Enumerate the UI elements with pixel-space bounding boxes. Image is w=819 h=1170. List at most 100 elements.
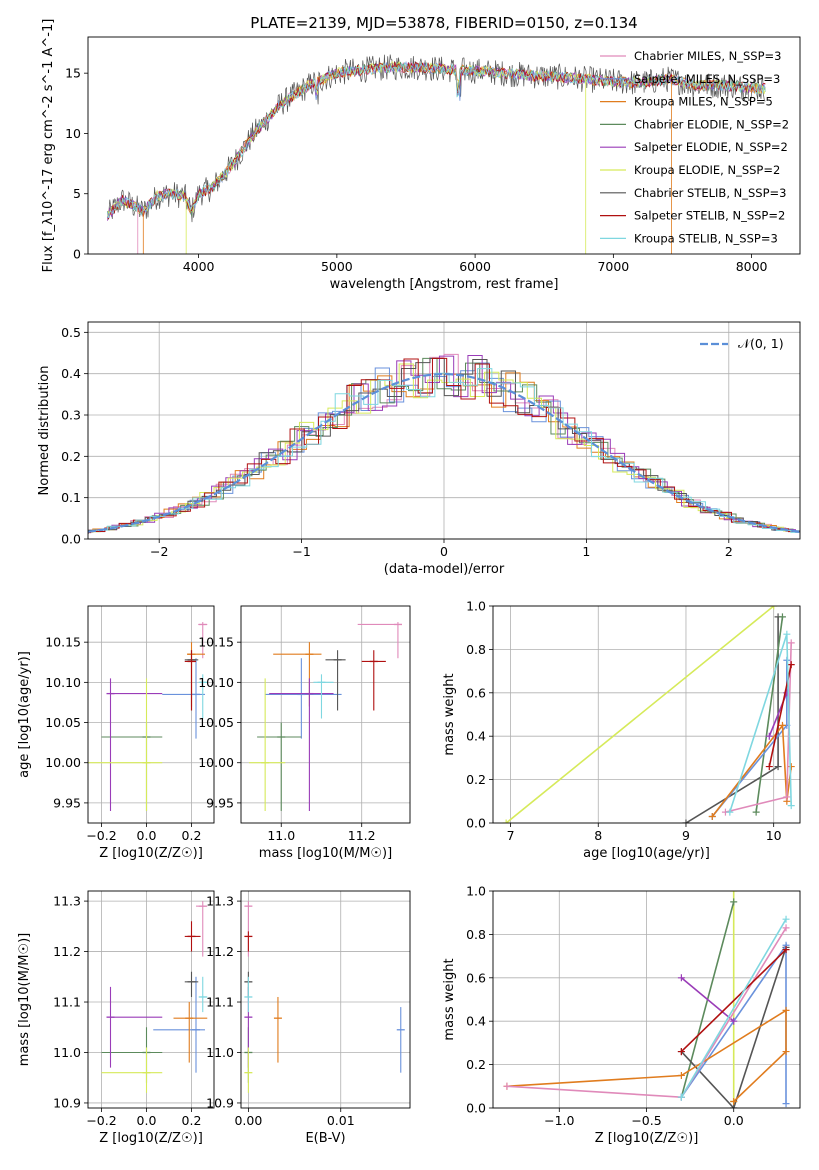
- plus-marker: [782, 946, 790, 954]
- errorbar-point-kroupa_elodie: [244, 1047, 253, 1093]
- y-axis-label: age [log10(age/yr)]: [17, 651, 32, 778]
- x-tick-label: 9: [682, 828, 690, 843]
- plus-marker: [783, 630, 791, 638]
- y-tick-label: 0.6: [466, 970, 486, 985]
- axes-frame: [87, 36, 801, 255]
- errorbar-point-salpeter_elodie: [106, 986, 163, 1068]
- normal-curve: [88, 372, 800, 533]
- y-tick-label: 10.10: [45, 675, 81, 690]
- plus-marker: [774, 763, 782, 771]
- x-tick-label: 8000: [736, 259, 768, 274]
- y-tick-label: 11.1: [53, 995, 81, 1010]
- errorbar-point-salpeter_stelib: [184, 921, 201, 952]
- y-tick-label: 10.05: [198, 715, 234, 730]
- y-tick-label: 11.0: [206, 1045, 234, 1060]
- x-tick-label: −2: [150, 544, 168, 559]
- plus-marker: [782, 1048, 790, 1056]
- axes-frame: [87, 890, 215, 1109]
- x-tick-label: 0: [440, 544, 448, 559]
- panel-5: 7 8 9 10 0.0 0.2 0.4 0.6 0.8 1.0 age [log10(age/yr…: [442, 599, 801, 861]
- plus-marker: [787, 639, 795, 647]
- weight-line-kroupa_elodie: [505, 606, 775, 823]
- y-axis-label: mass [log10(M/M☉)]: [17, 933, 32, 1066]
- errorbar-point-chabrier_miles: [198, 622, 208, 659]
- axes-frame: [240, 605, 411, 824]
- errorbar-point-chabrier_stelib: [184, 971, 199, 997]
- plus-marker: [502, 819, 510, 823]
- legend-label: Kroupa STELIB, N_SSP=3: [634, 231, 778, 245]
- x-axis-label: age [log10(age/yr)]: [583, 846, 710, 861]
- plot-area: [101, 901, 208, 1093]
- x-tick-label: 0.01: [327, 1113, 355, 1128]
- legend-label: 𝒩(0, 1): [738, 336, 784, 351]
- x-tick-label: 8: [594, 828, 602, 843]
- y-tick-label: 10.15: [45, 635, 81, 650]
- errorbar-point-kroupa_miles: [273, 996, 282, 1063]
- y-tick-label: 5: [73, 186, 81, 201]
- x-tick-label: 4000: [183, 259, 215, 274]
- plus-marker: [782, 924, 790, 932]
- y-tick-label: 1.0: [466, 599, 486, 614]
- y-tick-label: 0.0: [466, 816, 486, 831]
- chart-title: PLATE=2139, MJD=53878, FIBERID=0150, z=0…: [250, 14, 637, 32]
- legend-label: Chabrier STELIB, N_SSP=3: [634, 186, 786, 200]
- axes-frame: [492, 890, 801, 1109]
- y-tick-label: 10.10: [198, 675, 234, 690]
- errorbar-point-kroupa_miles: [273, 642, 322, 707]
- errorbar-point-chabrier_miles: [357, 622, 402, 659]
- y-tick-label: 0.2: [466, 1057, 486, 1072]
- y-tick-label: 11.3: [206, 894, 234, 909]
- y-tick-label: 0.8: [466, 927, 486, 942]
- errorbar-point-salpeter_stelib: [244, 931, 253, 952]
- panel-6: −0.2 0.0 0.2 10.9 11.0 11.1 11.2 11.3 Z [log10(Z…: [17, 890, 215, 1146]
- y-tick-label: 0.3: [61, 408, 81, 423]
- spectrum-kroupa_stelib: [107, 61, 766, 218]
- errorbar-point-kroupa_elodie: [249, 678, 286, 811]
- plus-marker: [730, 1017, 738, 1025]
- plot-area: [249, 622, 402, 811]
- plus-marker: [677, 974, 685, 982]
- panel-4: 11.0 11.2 9.95 10.00 10.05 10.10 10.15 mass [lo…: [198, 605, 411, 861]
- plus-marker: [787, 763, 795, 771]
- legend-label: Salpeter MILES, N_SSP=3: [634, 72, 780, 86]
- legend-label: Kroupa MILES, N_SSP=5: [634, 95, 773, 109]
- plot-area: [503, 891, 790, 1108]
- weight-line-kroupa_stelib: [680, 918, 787, 1098]
- weight-line-kroupa_miles: [711, 723, 792, 817]
- y-tick-label: 10.00: [45, 755, 81, 770]
- errorbar-point-chabrier_stelib: [325, 650, 346, 711]
- histogram-chabrier_elodie: [88, 357, 800, 532]
- y-tick-label: 0.4: [466, 729, 486, 744]
- y-tick-label: 10.05: [45, 715, 81, 730]
- x-tick-label: 1: [582, 544, 590, 559]
- y-tick-label: 0.0: [61, 532, 81, 547]
- plus-marker: [677, 1048, 685, 1056]
- errorbar-point-kroupa_stelib: [198, 976, 208, 1013]
- plus-marker: [730, 1104, 738, 1108]
- errorbar-point-salpeter_miles: [396, 1007, 405, 1073]
- errorbar-point-salpeter_miles: [265, 658, 342, 739]
- plus-marker: [677, 1071, 685, 1079]
- errorbar-point-salpeter_stelib: [184, 650, 196, 711]
- y-axis-label: Flux [f_λ10^-17 erg cm^-2 s^-1 A^-1]: [41, 19, 56, 273]
- y-tick-label: 0.2: [466, 772, 486, 787]
- x-tick-label: 7: [507, 828, 515, 843]
- plus-marker: [677, 1093, 685, 1101]
- plus-marker: [778, 613, 786, 621]
- plot-area: [244, 901, 405, 1093]
- legend-label: Chabrier ELODIE, N_SSP=2: [634, 117, 789, 131]
- y-tick-label: 0.4: [61, 366, 81, 381]
- x-tick-label: −1.0: [544, 1113, 574, 1128]
- x-axis-label: E(B-V): [305, 1131, 345, 1146]
- x-tick-label: 11.0: [267, 828, 295, 843]
- legend-label: Salpeter STELIB, N_SSP=2: [634, 209, 785, 223]
- weight-line-chabrier_elodie: [755, 616, 784, 813]
- plot-area: [502, 606, 795, 823]
- spectrum-salpeter_stelib: [107, 61, 766, 220]
- plus-marker: [787, 661, 795, 669]
- y-tick-label: 0.8: [466, 642, 486, 657]
- panel-3: −0.2 0.0 0.2 9.95 10.00 10.05 10.10 10.15 Z [log…: [17, 605, 215, 861]
- plus-marker: [730, 898, 738, 906]
- plot-area: [88, 622, 208, 811]
- errorbar-point-kroupa_elodie: [101, 1047, 163, 1093]
